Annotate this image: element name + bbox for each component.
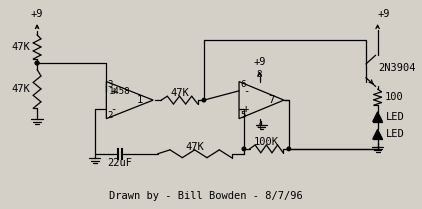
Polygon shape	[373, 129, 382, 139]
Text: +: +	[243, 104, 249, 114]
Text: 5: 5	[240, 111, 245, 120]
Text: 3: 3	[107, 80, 113, 89]
Text: +9: +9	[378, 9, 390, 19]
Text: 1458: 1458	[109, 87, 131, 96]
Text: 47K: 47K	[185, 142, 204, 152]
Text: 1: 1	[137, 95, 143, 105]
Text: +: +	[110, 86, 116, 96]
Text: 47K: 47K	[11, 84, 30, 94]
Text: 2: 2	[107, 111, 113, 120]
Text: 100: 100	[384, 92, 403, 102]
Circle shape	[35, 61, 39, 65]
Circle shape	[242, 147, 246, 151]
Circle shape	[287, 147, 291, 151]
Text: 100K: 100K	[254, 137, 279, 147]
Text: 47K: 47K	[11, 42, 30, 52]
Text: 2N3904: 2N3904	[379, 63, 416, 73]
Text: 6: 6	[240, 80, 245, 89]
Text: 47K: 47K	[170, 88, 189, 98]
Text: -: -	[110, 104, 116, 114]
Text: 8: 8	[257, 70, 262, 79]
Text: Drawn by - Bill Bowden - 8/7/96: Drawn by - Bill Bowden - 8/7/96	[109, 191, 303, 201]
Text: LED: LED	[385, 129, 404, 139]
Text: +9: +9	[31, 9, 43, 19]
Text: -: -	[243, 86, 249, 96]
Text: 4: 4	[257, 122, 262, 131]
Circle shape	[202, 98, 206, 102]
Text: 22uF: 22uF	[108, 158, 133, 168]
Polygon shape	[373, 112, 382, 122]
Circle shape	[35, 61, 39, 65]
Text: +9: +9	[253, 57, 266, 67]
Text: LED: LED	[385, 112, 404, 122]
Text: 7: 7	[268, 95, 274, 105]
